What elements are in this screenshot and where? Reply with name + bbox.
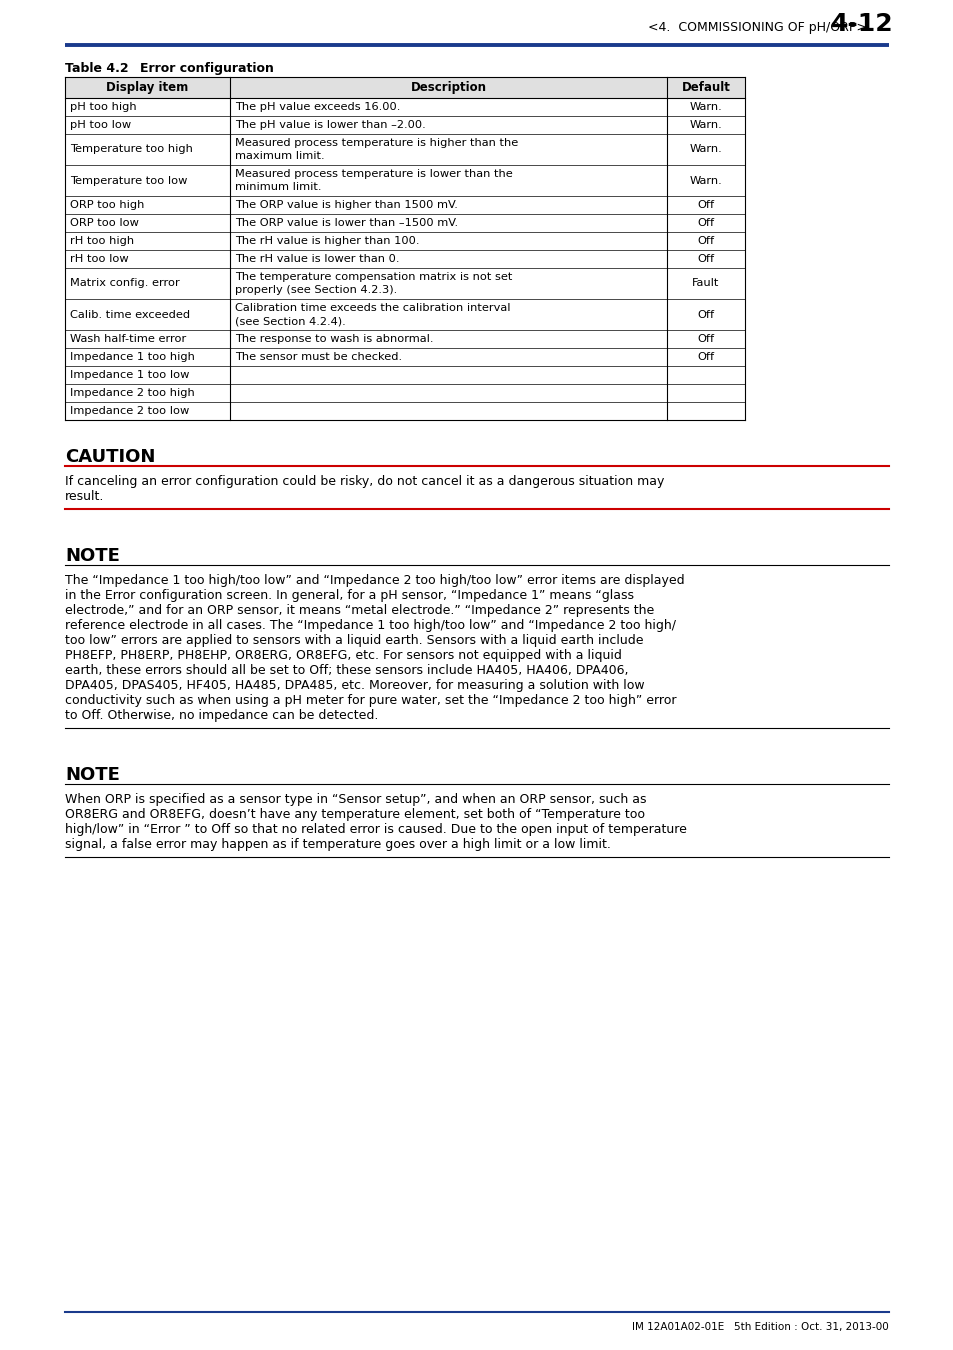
Text: electrode,” and for an ORP sensor, it means “metal electrode.” “Impedance 2” rep: electrode,” and for an ORP sensor, it me… [65, 603, 654, 617]
Text: Impedance 2 too low: Impedance 2 too low [70, 406, 189, 416]
Text: Off: Off [697, 200, 714, 211]
Text: earth, these errors should all be set to Off; these sensors include HA405, HA406: earth, these errors should all be set to… [65, 664, 628, 676]
Text: Off: Off [697, 333, 714, 344]
Text: Off: Off [697, 217, 714, 228]
Text: Warn.: Warn. [689, 176, 721, 185]
Text: PH8EFP, PH8ERP, PH8EHP, OR8ERG, OR8EFG, etc. For sensors not equipped with a liq: PH8EFP, PH8ERP, PH8EHP, OR8ERG, OR8EFG, … [65, 649, 621, 662]
Text: Off: Off [697, 254, 714, 265]
Text: NOTE: NOTE [65, 765, 120, 784]
Text: 4-12: 4-12 [830, 12, 893, 36]
Text: Off: Off [697, 309, 714, 320]
Text: high/low” in “Error ” to Off so that no related error is caused. Due to the open: high/low” in “Error ” to Off so that no … [65, 824, 686, 836]
Text: Impedance 1 too low: Impedance 1 too low [70, 370, 190, 379]
Text: signal, a false error may happen as if temperature goes over a high limit or a l: signal, a false error may happen as if t… [65, 838, 610, 850]
Text: Impedance 1 too high: Impedance 1 too high [70, 352, 194, 362]
Text: maximum limit.: maximum limit. [234, 151, 324, 161]
Text: minimum limit.: minimum limit. [234, 182, 321, 192]
Text: The rH value is higher than 100.: The rH value is higher than 100. [234, 236, 419, 246]
Text: Fault: Fault [692, 278, 719, 289]
Text: reference electrode in all cases. The “Impedance 1 too high/too low” and “Impeda: reference electrode in all cases. The “I… [65, 620, 676, 632]
Text: Temperature too high: Temperature too high [70, 144, 193, 154]
Text: Off: Off [697, 352, 714, 362]
Text: <4.  COMMISSIONING OF pH/ORP>: <4. COMMISSIONING OF pH/ORP> [647, 22, 866, 34]
Text: Default: Default [680, 81, 730, 95]
Text: Measured process temperature is higher than the: Measured process temperature is higher t… [234, 138, 517, 147]
Text: Warn.: Warn. [689, 103, 721, 112]
Text: NOTE: NOTE [65, 547, 120, 566]
Text: The ORP value is higher than 1500 mV.: The ORP value is higher than 1500 mV. [234, 200, 457, 211]
Text: CAUTION: CAUTION [65, 448, 155, 466]
Text: Error configuration: Error configuration [140, 62, 274, 76]
Text: rH too low: rH too low [70, 254, 129, 265]
Text: The rH value is lower than 0.: The rH value is lower than 0. [234, 254, 399, 265]
Text: Table 4.2: Table 4.2 [65, 62, 129, 76]
Text: Off: Off [697, 236, 714, 246]
Text: pH too low: pH too low [70, 120, 131, 130]
Text: IM 12A01A02-01E   5th Edition : Oct. 31, 2013-00: IM 12A01A02-01E 5th Edition : Oct. 31, 2… [632, 1322, 888, 1332]
Text: Impedance 2 too high: Impedance 2 too high [70, 387, 194, 398]
Text: (see Section 4.2.4).: (see Section 4.2.4). [234, 316, 345, 327]
Text: Wash half-time error: Wash half-time error [70, 333, 186, 344]
Text: in the Error configuration screen. In general, for a pH sensor, “Impedance 1” me: in the Error configuration screen. In ge… [65, 589, 634, 602]
Text: Temperature too low: Temperature too low [70, 176, 187, 185]
Text: result.: result. [65, 490, 104, 504]
Text: Measured process temperature is lower than the: Measured process temperature is lower th… [234, 169, 512, 178]
Text: The response to wash is abnormal.: The response to wash is abnormal. [234, 333, 433, 344]
Text: DPA405, DPAS405, HF405, HA485, DPA485, etc. Moreover, for measuring a solution w: DPA405, DPAS405, HF405, HA485, DPA485, e… [65, 679, 644, 693]
Text: The pH value exceeds 16.00.: The pH value exceeds 16.00. [234, 103, 400, 112]
Text: Warn.: Warn. [689, 120, 721, 130]
Text: OR8ERG and OR8EFG, doesn’t have any temperature element, set both of “Temperatur: OR8ERG and OR8EFG, doesn’t have any temp… [65, 809, 644, 821]
Text: Display item: Display item [107, 81, 189, 95]
Text: The temperature compensation matrix is not set: The temperature compensation matrix is n… [234, 271, 512, 282]
Text: pH too high: pH too high [70, 103, 136, 112]
Text: Warn.: Warn. [689, 144, 721, 154]
Text: If canceling an error configuration could be risky, do not cancel it as a danger: If canceling an error configuration coul… [65, 475, 663, 487]
Text: The pH value is lower than –2.00.: The pH value is lower than –2.00. [234, 120, 425, 130]
Text: Calib. time exceeded: Calib. time exceeded [70, 309, 190, 320]
Text: Matrix config. error: Matrix config. error [70, 278, 179, 289]
Text: ORP too low: ORP too low [70, 217, 139, 228]
Text: ORP too high: ORP too high [70, 200, 144, 211]
Text: The “Impedance 1 too high/too low” and “Impedance 2 too high/too low” error item: The “Impedance 1 too high/too low” and “… [65, 574, 684, 587]
Text: conductivity such as when using a pH meter for pure water, set the “Impedance 2 : conductivity such as when using a pH met… [65, 694, 676, 707]
Text: too low” errors are applied to sensors with a liquid earth. Sensors with a liqui: too low” errors are applied to sensors w… [65, 634, 643, 647]
Text: Description: Description [410, 81, 486, 95]
Text: Calibration time exceeds the calibration interval: Calibration time exceeds the calibration… [234, 302, 510, 313]
Text: to Off. Otherwise, no impedance can be detected.: to Off. Otherwise, no impedance can be d… [65, 709, 378, 722]
Text: The ORP value is lower than –1500 mV.: The ORP value is lower than –1500 mV. [234, 217, 457, 228]
Text: The sensor must be checked.: The sensor must be checked. [234, 352, 402, 362]
Text: properly (see Section 4.2.3).: properly (see Section 4.2.3). [234, 285, 396, 296]
Text: When ORP is specified as a sensor type in “Sensor setup”, and when an ORP sensor: When ORP is specified as a sensor type i… [65, 792, 646, 806]
Bar [65, 77, 744, 99]
Text: rH too high: rH too high [70, 236, 134, 246]
